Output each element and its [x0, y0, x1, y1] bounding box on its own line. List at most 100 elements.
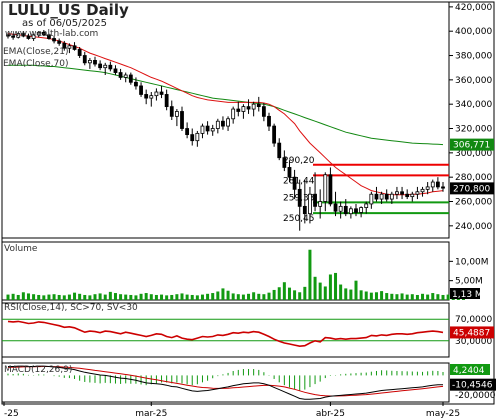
- date-tick-label: may-25: [426, 409, 460, 419]
- candle-body: [11, 35, 16, 38]
- candle-body: [226, 118, 230, 127]
- candle-body: [108, 64, 113, 70]
- candle-body: [261, 106, 266, 117]
- volume-bar: [374, 292, 378, 300]
- candle-body: [389, 193, 394, 200]
- rsi-tick-label: 30,0000: [455, 337, 492, 347]
- candle-body: [190, 134, 195, 142]
- candle-body: [169, 106, 174, 117]
- volume-bar: [180, 293, 184, 300]
- candle-body: [134, 81, 138, 87]
- candle-body: [98, 63, 103, 69]
- candle-body: [128, 74, 133, 83]
- volume-tick-label: 10,00M: [455, 257, 489, 267]
- volume-bar: [124, 294, 128, 300]
- volume-bar: [62, 295, 66, 300]
- date-tick-label: mar-25: [135, 409, 167, 419]
- candle-body: [67, 45, 72, 49]
- volume-bar: [318, 282, 322, 300]
- volume-bar: [277, 287, 281, 300]
- volume-bar: [129, 294, 133, 300]
- volume-bar: [37, 294, 41, 300]
- candle-body: [118, 72, 123, 78]
- candle-body: [405, 193, 410, 198]
- price-tick-label: 260,000: [455, 198, 492, 208]
- candle-body: [308, 193, 312, 215]
- volume-bar: [369, 292, 373, 300]
- volume-bar: [226, 290, 230, 300]
- candle-body: [164, 94, 169, 108]
- volume-bar: [170, 294, 174, 300]
- volume-bar: [88, 295, 92, 300]
- candle-body: [149, 95, 154, 99]
- volume-bar: [78, 293, 82, 300]
- candle-body: [384, 193, 389, 200]
- volume-bar: [257, 293, 261, 300]
- volume-last-text: 1,13 M: [452, 290, 483, 300]
- candle-body: [297, 188, 302, 207]
- volume-bar: [426, 294, 430, 300]
- candle-body: [343, 205, 348, 215]
- volume-bar: [216, 291, 220, 300]
- volume-bar: [415, 294, 419, 300]
- volume-bar: [195, 295, 199, 300]
- volume-bar: [287, 287, 291, 300]
- candle-body: [246, 106, 251, 110]
- candle-body: [16, 33, 21, 38]
- volume-bar: [108, 291, 112, 300]
- volume-bar: [303, 286, 307, 300]
- candle-body: [313, 193, 317, 207]
- candle-body: [333, 203, 338, 212]
- volume-bar: [349, 289, 353, 300]
- candle-body: [185, 128, 190, 135]
- last-price-badge: [450, 182, 494, 195]
- volume-bar: [57, 294, 61, 300]
- ema21-line: [7, 33, 444, 196]
- signal-line: [7, 366, 444, 397]
- candle-body: [251, 103, 256, 110]
- candle-body: [36, 32, 41, 36]
- chart-title: LULU_US Daily: [8, 1, 129, 19]
- volume-bar: [282, 282, 286, 300]
- volume-bar: [298, 292, 302, 300]
- volume-bar: [267, 292, 271, 300]
- volume-bar: [272, 289, 276, 300]
- price-tick-label: 360,000: [455, 76, 492, 86]
- price-tick-label: 280,000: [455, 173, 492, 183]
- candle-body: [364, 203, 369, 208]
- volume-bar: [6, 294, 10, 300]
- rsi-last-badge: [450, 326, 494, 339]
- volume-bar: [262, 294, 266, 300]
- price-tick-label: 380,000: [455, 52, 492, 62]
- site-label: www.wealth-lab.com: [5, 29, 99, 39]
- volume-bar: [103, 294, 107, 300]
- panel-frame-3: [1, 362, 450, 403]
- candle-body: [52, 38, 56, 42]
- candle-body: [277, 142, 282, 159]
- volume-bar: [395, 294, 399, 300]
- candle-body: [77, 49, 82, 56]
- date-tick-label: abr-25: [316, 409, 345, 419]
- volume-tick-label: 5,00M: [455, 277, 483, 287]
- candle-body: [241, 106, 246, 112]
- rsi-tick-label: 70,0000: [455, 315, 492, 325]
- candle-body: [159, 91, 164, 95]
- volume-bar: [200, 294, 204, 300]
- candle-body: [154, 91, 159, 97]
- volume-bar: [436, 294, 440, 300]
- volume-bar: [344, 288, 348, 300]
- rsi-line: [7, 320, 444, 348]
- volume-bar: [400, 293, 404, 300]
- candle-body: [93, 59, 97, 65]
- volume-bar: [32, 294, 36, 300]
- candle-body: [318, 201, 323, 207]
- candle-body: [256, 103, 261, 108]
- macd-title: MACD(12,26,9): [4, 365, 73, 375]
- candle-body: [205, 125, 210, 132]
- volume-bar: [26, 293, 30, 300]
- candle-body: [272, 125, 277, 144]
- volume-bar: [446, 294, 450, 300]
- candle-body: [180, 111, 184, 129]
- candle-body: [287, 167, 292, 178]
